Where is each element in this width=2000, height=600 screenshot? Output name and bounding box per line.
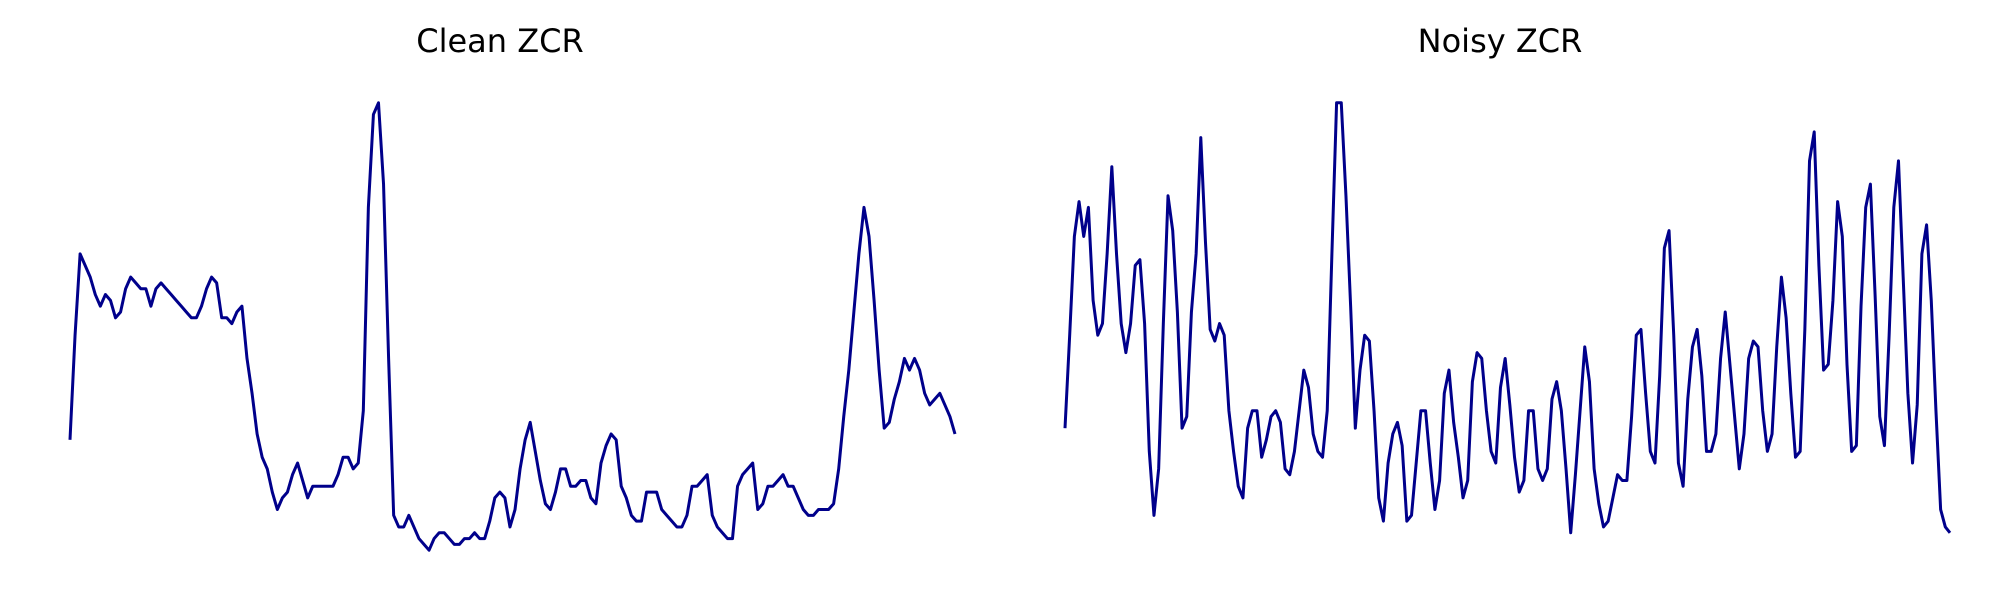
chart-panel-clean: Clean ZCR: [68, 22, 957, 552]
chart-title: Clean ZCR: [416, 22, 584, 60]
series-line-0: [68, 101, 957, 552]
chart-plot-noisy: [1063, 101, 1952, 535]
series-line-0: [1063, 101, 1952, 535]
chart-title: Noisy ZCR: [1417, 22, 1583, 60]
chart-plot-clean: [68, 101, 957, 552]
chart-panel-noisy: Noisy ZCR: [1000, 0, 2000, 600]
